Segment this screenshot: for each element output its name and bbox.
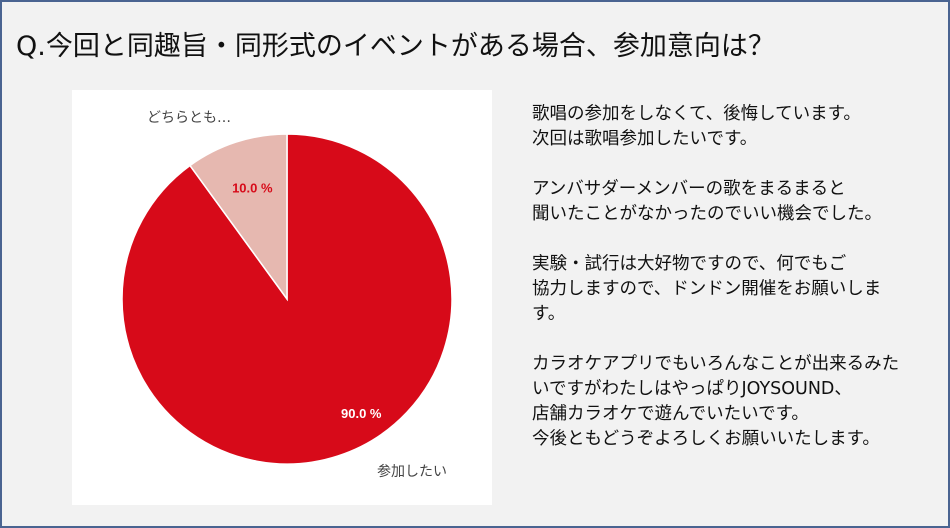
data-label-0: 90.0 %: [341, 406, 382, 421]
comment: 歌唱の参加をしなくて、後悔しています。 次回は歌唱参加したいです。: [532, 104, 861, 149]
comments-list: 歌唱の参加をしなくて、後悔しています。 次回は歌唱参加したいです。 アンバサダー…: [532, 102, 932, 477]
comment: カラオケアプリでもいろんなことが出来るみた いですがわたしはやっぱりJOYSOU…: [532, 354, 900, 449]
comment: 実験・試行は大好物ですので、何でもご 協力しますので、ドンドン開催をお願いしま …: [532, 254, 882, 324]
category-label-0: 参加したい: [377, 463, 447, 480]
pie-chart-svg: 90.0 % 参加したい 10.0 % どちらとも…: [121, 110, 453, 480]
question-title: Q.今回と同趣旨・同形式のイベントがある場合、参加意向は？: [16, 31, 775, 62]
category-label-1: どちらとも…: [147, 110, 231, 126]
data-label-1: 10.0 %: [232, 180, 273, 195]
comment: アンバサダーメンバーの歌をまるまると 聞いたことがなかったのでいい機会でした。: [532, 179, 882, 224]
pie-slice-1: [188, 133, 288, 302]
pie-chart: 90.0 % 参加したい 10.0 % どちらとも…: [72, 90, 492, 505]
